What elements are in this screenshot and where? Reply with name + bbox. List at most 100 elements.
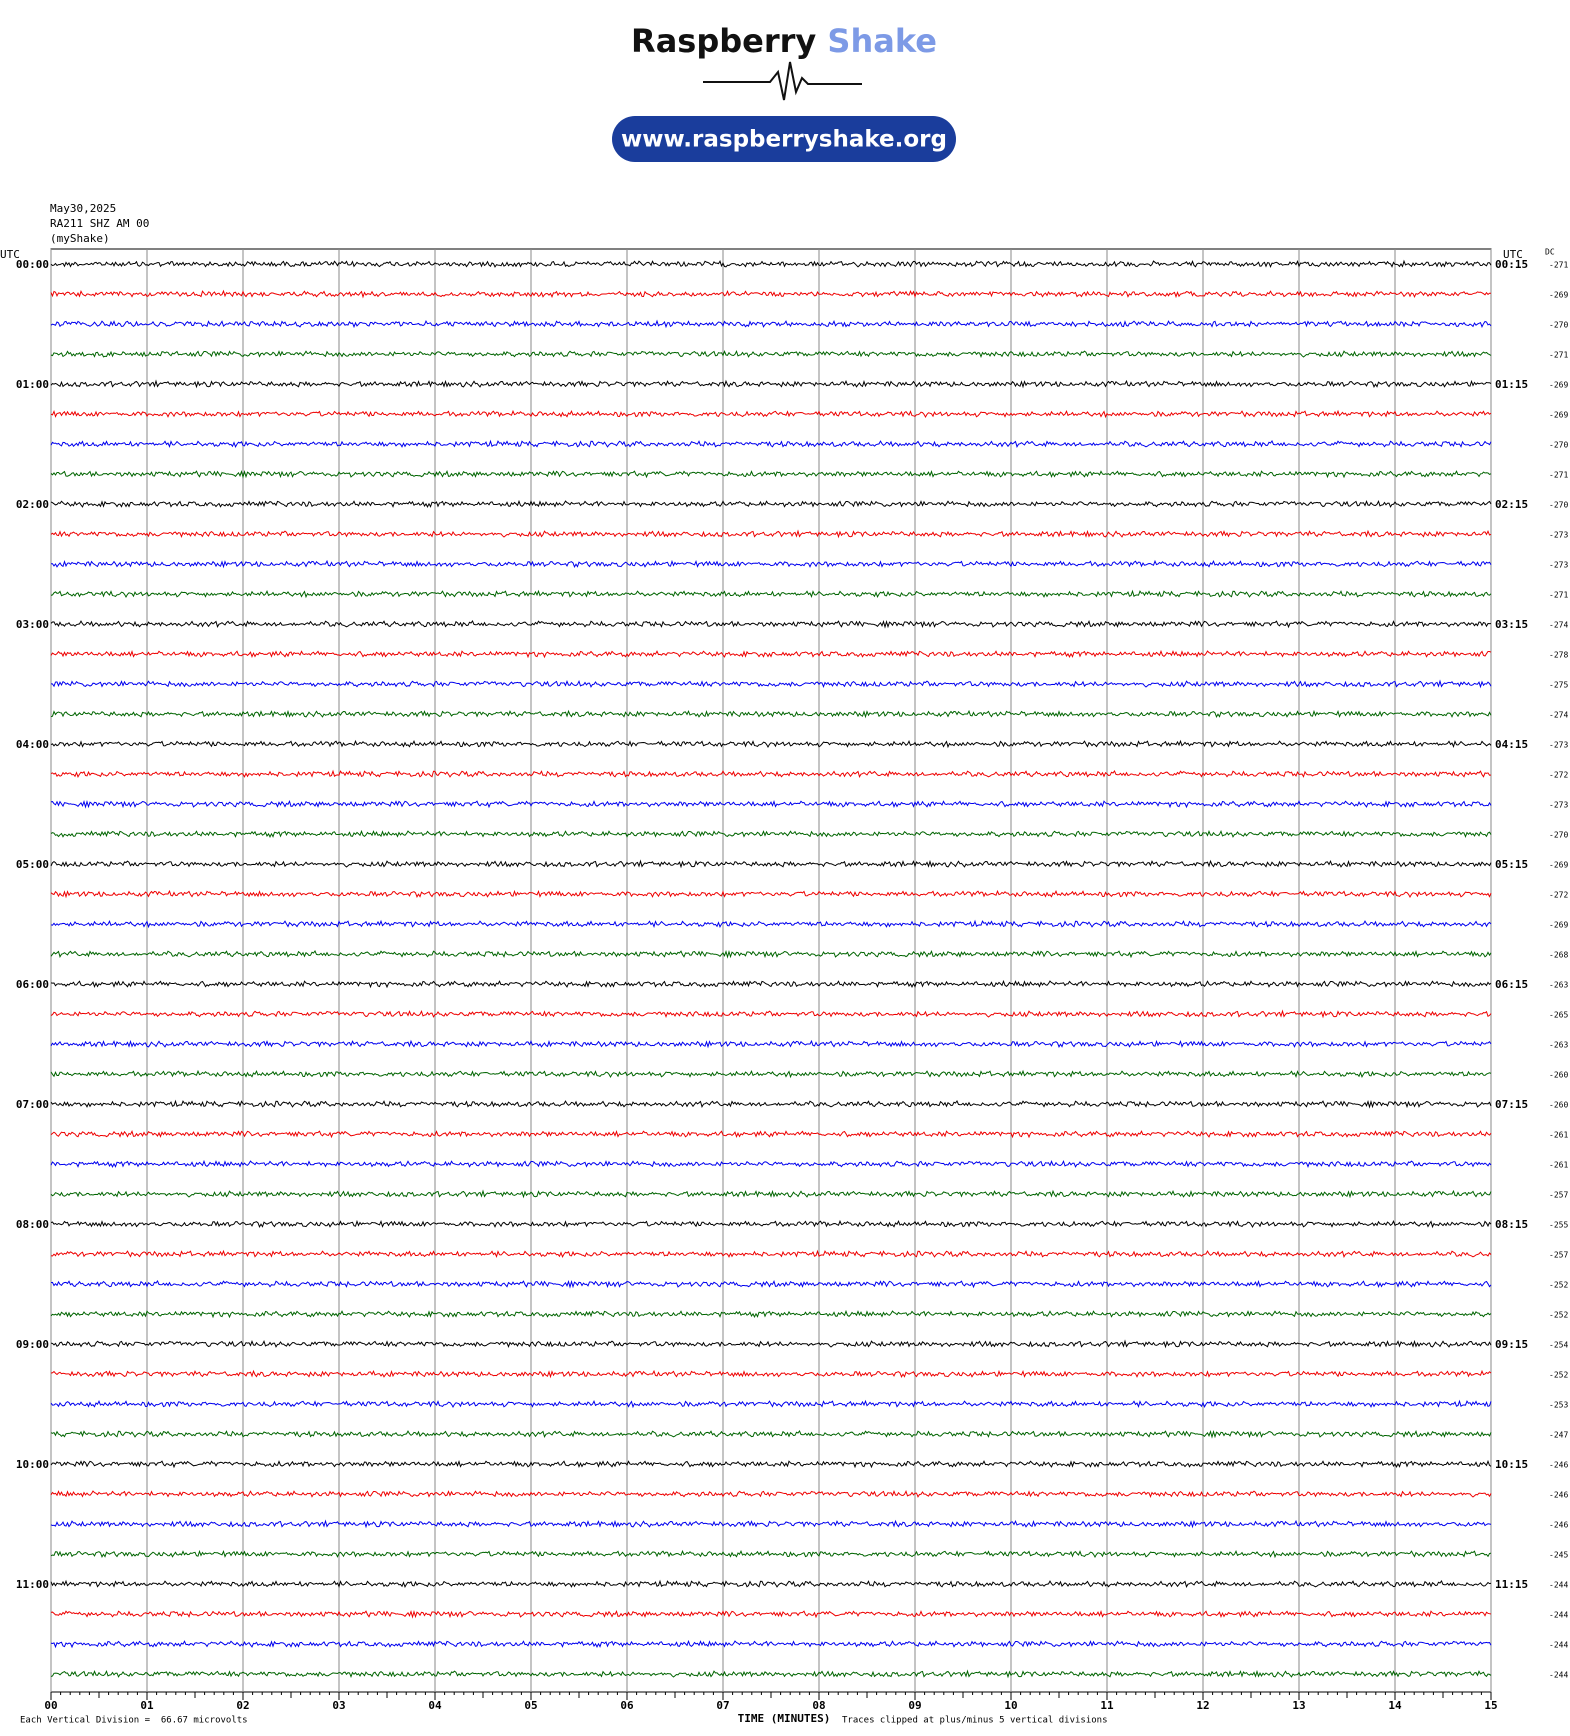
dc-value: -257: [1549, 1191, 1568, 1200]
dc-value: -246: [1549, 1521, 1568, 1530]
trace: [50, 1129, 1492, 1139]
dc-value: -273: [1549, 561, 1568, 570]
row-label-right: 00:15: [1495, 258, 1528, 271]
dc-value: -261: [1549, 1131, 1568, 1140]
dc-value: -263: [1549, 981, 1568, 990]
brand: Raspberry Shake: [631, 22, 937, 60]
trace: [50, 1189, 1492, 1199]
trace: [50, 1609, 1492, 1619]
dc-value: -274: [1549, 711, 1568, 720]
trace: [50, 739, 1492, 749]
trace: [50, 469, 1492, 479]
trace: [50, 499, 1492, 509]
row-label-left: 03:00: [16, 618, 49, 631]
trace: [50, 589, 1492, 599]
info-line: RA211 SHZ AM 00: [50, 217, 149, 230]
row-label-left: 09:00: [16, 1338, 49, 1351]
row-label-right: 05:15: [1495, 858, 1528, 871]
dc-value: -260: [1549, 1101, 1568, 1110]
dc-value: -272: [1549, 891, 1568, 900]
dc-value: -244: [1549, 1611, 1568, 1620]
x-tick-label: 02: [236, 1699, 249, 1712]
trace: [50, 649, 1492, 659]
trace: [51, 559, 1492, 569]
dc-value: -269: [1549, 291, 1568, 300]
trace: [50, 979, 1492, 989]
dc-value: -244: [1549, 1641, 1568, 1650]
dc-value: -265: [1549, 1011, 1568, 1020]
trace: [50, 1639, 1492, 1649]
row-label-left: 02:00: [16, 498, 49, 511]
dc-value: -271: [1549, 261, 1568, 270]
trace: [50, 949, 1492, 959]
row-label-right: 03:15: [1495, 618, 1528, 631]
brand-1: Raspberry: [631, 22, 816, 60]
x-tick-label: 00: [44, 1699, 57, 1712]
trace: [50, 529, 1492, 539]
dc-value: -246: [1549, 1461, 1568, 1470]
row-label-left: 00:00: [16, 258, 49, 271]
trace: [50, 1579, 1492, 1589]
trace: [50, 889, 1492, 899]
x-tick-label: 11: [1100, 1699, 1114, 1712]
row-label-right: 09:15: [1495, 1338, 1528, 1351]
x-tick-label: 08: [812, 1699, 825, 1712]
footer-right: Traces clipped at plus/minus 5 vertical …: [842, 1716, 1108, 1726]
trace: [50, 919, 1492, 929]
row-label-left: 06:00: [16, 978, 49, 991]
row-label-right: 10:15: [1495, 1458, 1528, 1471]
trace: [50, 349, 1492, 358]
trace: [50, 679, 1492, 689]
trace: [50, 1039, 1492, 1049]
row-label-right: 11:15: [1495, 1578, 1528, 1591]
dc-value: -263: [1549, 1041, 1568, 1050]
dc-value: -252: [1549, 1281, 1568, 1290]
dc-value: -270: [1549, 321, 1568, 330]
dc-value: -247: [1549, 1431, 1568, 1440]
x-tick-label: 05: [524, 1699, 537, 1712]
x-tick-label: 03: [332, 1699, 345, 1712]
row-label-left: 04:00: [16, 738, 49, 751]
trace: [50, 409, 1492, 419]
url[interactable]: www.raspberryshake.org: [621, 127, 947, 153]
trace: [50, 1249, 1492, 1259]
trace: [50, 379, 1492, 389]
trace: [50, 1459, 1492, 1469]
dc-value: -272: [1549, 771, 1568, 780]
row-label-right: 01:15: [1495, 378, 1528, 391]
brand-2: Shake: [827, 22, 937, 60]
left-axis-label: UTC: [0, 248, 20, 261]
footer-left: Each Vertical Division = 66.67 microvolt…: [20, 1716, 248, 1726]
dc-value: -269: [1549, 921, 1568, 930]
url-button[interactable]: [612, 116, 956, 162]
dc-value: -271: [1549, 591, 1568, 600]
dc-value: -254: [1549, 1341, 1568, 1350]
trace: [50, 1549, 1492, 1559]
trace: [50, 619, 1491, 629]
dc-label: DC: [1545, 248, 1555, 257]
row-label-left: 08:00: [16, 1218, 49, 1231]
trace: [50, 1279, 1492, 1289]
dc-value: -273: [1549, 741, 1568, 750]
dc-value: -255: [1549, 1221, 1568, 1230]
x-tick-label: 13: [1292, 1699, 1305, 1712]
x-tick-label: 14: [1388, 1699, 1402, 1712]
row-label-right: 06:15: [1495, 978, 1528, 991]
dc-value: -253: [1549, 1401, 1568, 1410]
x-tick-label: 09: [908, 1699, 921, 1712]
row-label-left: 11:00: [16, 1578, 49, 1591]
dc-value: -245: [1549, 1551, 1568, 1560]
trace: [50, 1339, 1492, 1349]
trace: [50, 289, 1492, 299]
plot: May30,2025 RA211 SHZ AM 00 (myShake) UTC UTC…: [0, 202, 1568, 1726]
right-axis-label: UTC: [1503, 248, 1523, 261]
x-tick-label: 12: [1196, 1699, 1209, 1712]
trace: [50, 1519, 1492, 1529]
x-tick-label: 15: [1484, 1699, 1497, 1712]
row-label-right: 04:15: [1495, 738, 1528, 751]
dc-value: -269: [1549, 411, 1568, 420]
row-label-left: 10:00: [16, 1458, 49, 1471]
trace: [50, 1669, 1492, 1679]
dc-value: -271: [1549, 471, 1568, 480]
